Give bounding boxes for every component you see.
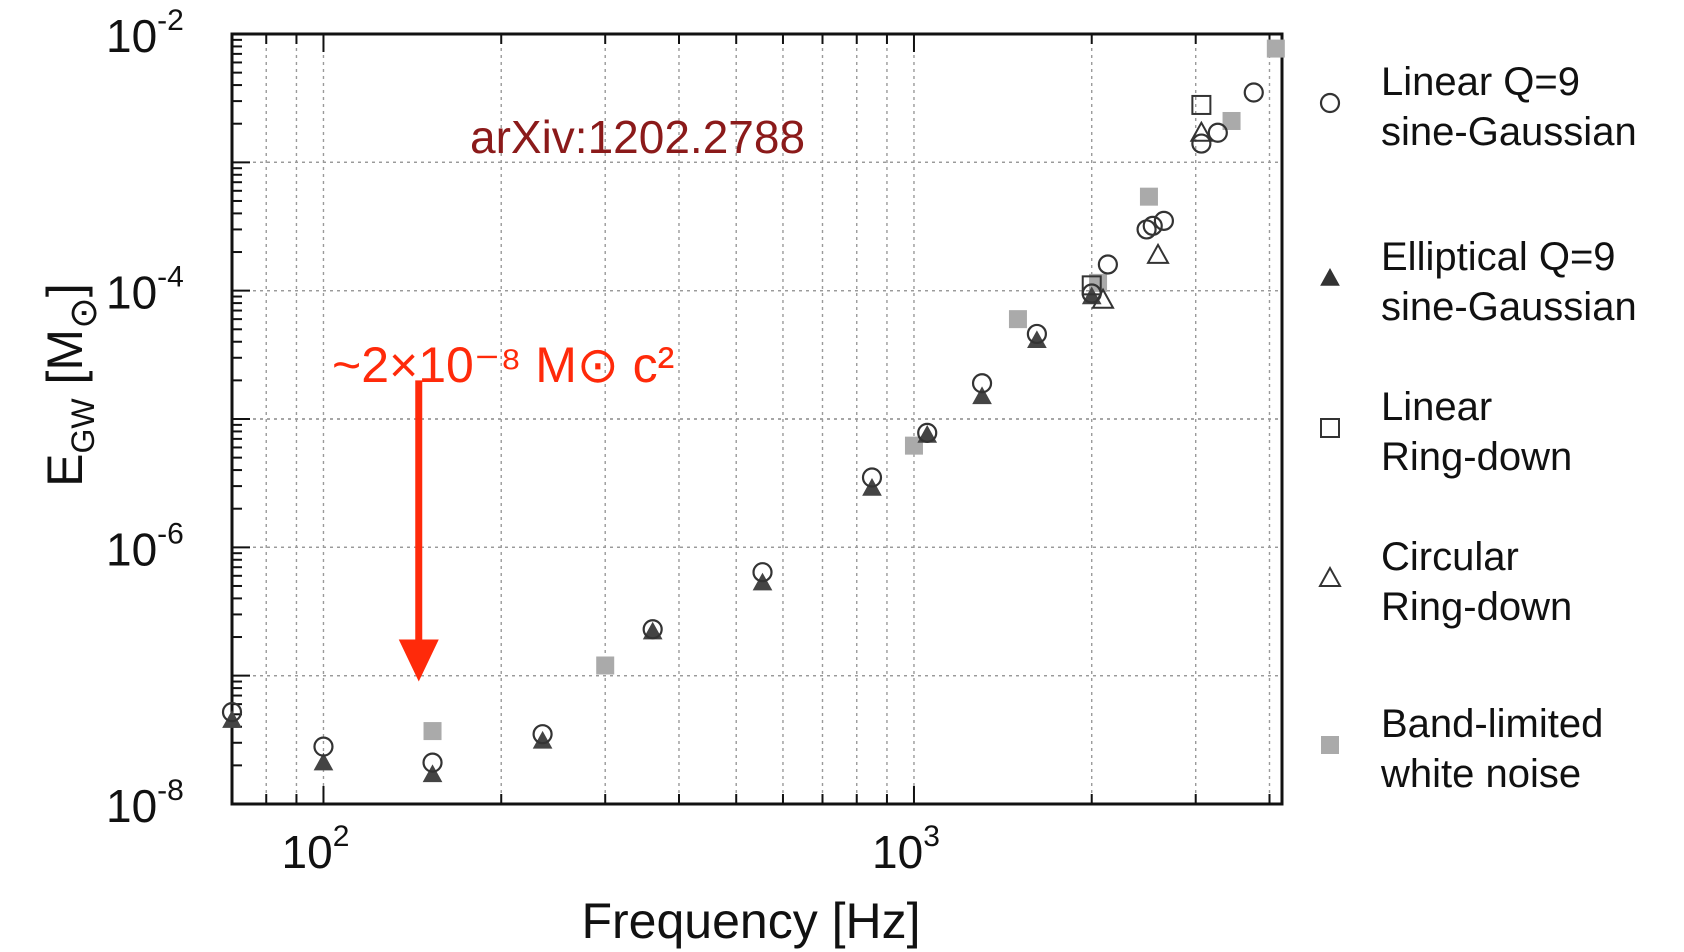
- data-point: [1081, 275, 1102, 296]
- y-tick-labels: 10-8 10-6 10-4 10-2: [106, 4, 184, 832]
- data-point: [422, 764, 443, 783]
- data-point: [1146, 242, 1170, 264]
- legend-label: Ring-down: [1381, 585, 1572, 629]
- data-point: [1207, 122, 1228, 143]
- data-point: [313, 752, 334, 771]
- legend-entry: Linear Q=9 sine-Gaussian: [1319, 60, 1637, 154]
- data-point: [972, 386, 992, 405]
- data-points: [221, 39, 1285, 783]
- data-point: [1222, 111, 1241, 130]
- y-tick-label: 10-8: [106, 774, 184, 832]
- data-point: [861, 467, 883, 488]
- legend-label: Linear: [1381, 385, 1492, 429]
- series-triangle-filled: [222, 286, 1102, 783]
- legend-entry: Circular Ring-down: [1318, 535, 1572, 629]
- legend-marker: [1320, 267, 1340, 286]
- data-point: [1142, 215, 1163, 236]
- data-point: [1189, 120, 1214, 142]
- data-point: [221, 702, 243, 723]
- legend-label: sine-Gaussian: [1381, 110, 1637, 154]
- data-point: [1243, 82, 1264, 103]
- y-tick-label: 10-4: [106, 261, 184, 319]
- grid: [232, 33, 1282, 804]
- data-point: [1153, 210, 1174, 231]
- series-circle-open: [221, 82, 1264, 773]
- data-point: [1097, 254, 1118, 275]
- x-tick-label: 103: [872, 820, 940, 878]
- legend-label: Elliptical Q=9: [1381, 235, 1616, 279]
- data-point: [1266, 39, 1285, 58]
- legend-entry: Band-limited white noise: [1321, 702, 1603, 796]
- data-point: [1008, 310, 1027, 329]
- legend-marker: [1318, 565, 1342, 587]
- data-point: [532, 730, 553, 749]
- data-point: [532, 724, 553, 745]
- legend-marker: [1320, 418, 1340, 438]
- legend: Linear Q=9 sine-Gaussian Elliptical Q=9 sin…: [1318, 60, 1637, 796]
- data-point: [971, 373, 993, 394]
- arrow-head: [398, 639, 439, 682]
- data-point: [423, 722, 442, 741]
- data-point: [917, 422, 938, 443]
- x-tick-label: 102: [282, 820, 350, 878]
- legend-label: Circular: [1381, 535, 1519, 579]
- series-triangle-open: [1091, 120, 1214, 309]
- series-square-filled: [423, 39, 1285, 741]
- data-point: [752, 562, 773, 583]
- y-tick-label: 10-6: [106, 517, 184, 575]
- legend-label: Linear Q=9: [1381, 60, 1580, 104]
- data-point: [1191, 94, 1212, 115]
- data-point: [1026, 323, 1047, 345]
- legend-label: Band-limited: [1381, 702, 1603, 746]
- data-point: [1027, 330, 1047, 349]
- y-axis-label: EGW [M⊙]: [37, 283, 105, 487]
- data-point: [1139, 187, 1158, 206]
- x-axis-label: Frequency [Hz]: [581, 893, 920, 949]
- data-point: [313, 736, 334, 757]
- data-point: [1081, 283, 1102, 304]
- legend-label: Ring-down: [1381, 435, 1572, 479]
- tick-marks: [232, 34, 1271, 805]
- data-point: [422, 752, 443, 773]
- pointer-arrow: [398, 380, 439, 682]
- x-tick-labels: 102 103: [282, 820, 940, 878]
- legend-entry: Elliptical Q=9 sine-Gaussian: [1320, 235, 1637, 329]
- data-point: [1089, 273, 1108, 292]
- legend-marker: [1321, 736, 1339, 754]
- legend-entry: Linear Ring-down: [1320, 385, 1572, 479]
- data-point: [642, 619, 663, 640]
- series-square-open: [1081, 94, 1212, 296]
- y-tick-label: 10-2: [106, 4, 184, 62]
- legend-label: white noise: [1380, 752, 1581, 796]
- legend-marker: [1319, 92, 1341, 114]
- energy-estimate-annotation: ~2×10⁻⁸ M⊙ c²: [332, 337, 674, 393]
- data-point: [596, 656, 615, 675]
- data-point: [1081, 286, 1102, 305]
- svg-text:EGW [M⊙]: EGW [M⊙]: [37, 283, 105, 487]
- legend-label: sine-Gaussian: [1381, 285, 1637, 329]
- arxiv-reference-annotation: arXiv:1202.2788: [470, 111, 805, 163]
- data-point: [1191, 133, 1212, 154]
- plot-area-frame: [230, 32, 1284, 806]
